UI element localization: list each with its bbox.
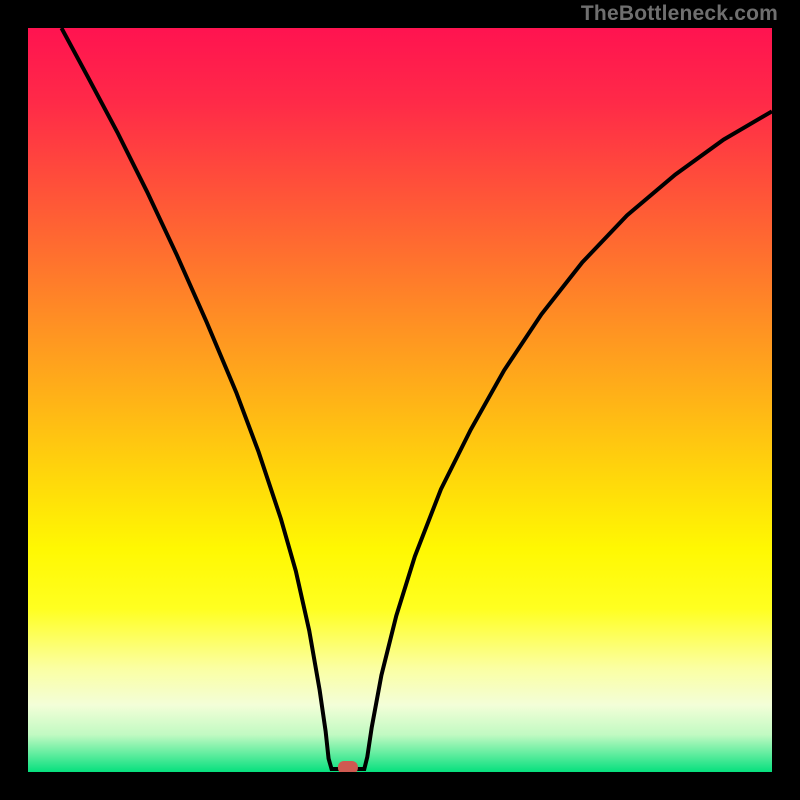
watermark-text: TheBottleneck.com [581, 2, 778, 26]
chart-frame: TheBottleneck.com [0, 0, 800, 800]
bottleneck-chart [28, 28, 772, 772]
plot-background [28, 28, 772, 772]
optimum-marker [338, 761, 358, 772]
